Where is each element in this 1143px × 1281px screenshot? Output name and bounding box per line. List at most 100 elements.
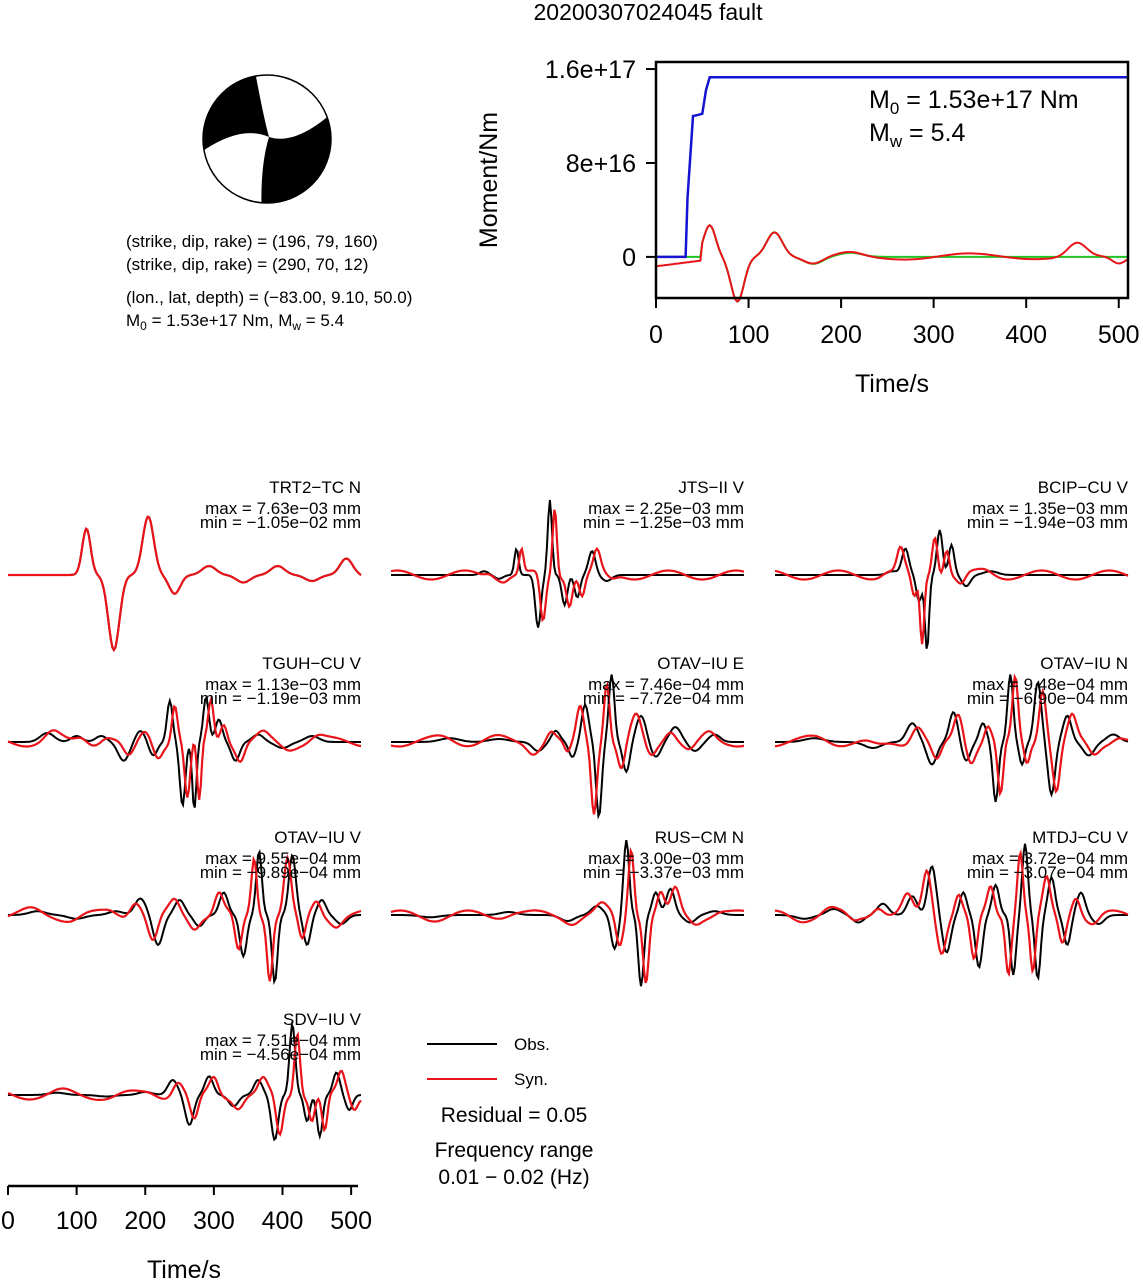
moment-xtick-label: 300 bbox=[913, 321, 955, 349]
station-min-amplitude: min = −1.94e−03 mm bbox=[967, 513, 1128, 532]
synthetic-waveform bbox=[8, 515, 362, 653]
frequency-range-value: 0.01 − 0.02 (Hz) bbox=[438, 1166, 589, 1189]
waveform-xtick-label: 100 bbox=[56, 1207, 98, 1235]
moment-magnitude-line: M0 = 1.53e+17 Nm, Mw = 5.4 bbox=[126, 311, 344, 333]
residual-text: Residual = 0.05 bbox=[441, 1104, 588, 1127]
station-min-amplitude: min = −1.25e−03 mm bbox=[583, 513, 744, 532]
figure-title: 20200307024045 fault bbox=[534, 0, 764, 25]
cumulative-moment-line bbox=[656, 76, 1128, 259]
moment-rate-reference-line bbox=[656, 223, 1128, 303]
synthetic-waveform bbox=[7, 853, 362, 982]
moment-xlabel: Time/s bbox=[855, 370, 929, 398]
synthetic-waveform bbox=[390, 846, 745, 984]
synthetic-waveform bbox=[7, 1031, 362, 1137]
moment-ytick-label: 8e+16 bbox=[566, 150, 636, 178]
moment-xtick-label: 400 bbox=[1005, 321, 1047, 349]
station-max-amplitude: max = 9.48e−04 mm bbox=[972, 675, 1128, 694]
waveform-xlabel: Time/s bbox=[147, 1256, 221, 1281]
moment-ytick-label: 1.6e+17 bbox=[545, 56, 636, 84]
waveform-xtick-label: 0 bbox=[1, 1207, 15, 1235]
station-max-amplitude: max = 2.25e−03 mm bbox=[588, 499, 744, 518]
nodal-plane-1: (strike, dip, rake) = (196, 79, 160) bbox=[126, 232, 378, 251]
beachball-compressional-quadrant-2 bbox=[261, 117, 331, 203]
legend: Obs. Syn. Residual = 0.05 Frequency rang… bbox=[427, 1035, 593, 1189]
observed-waveform bbox=[8, 848, 361, 986]
moment-xtick-label: 200 bbox=[820, 321, 862, 349]
station-min-amplitude: min = −3.07e−04 mm bbox=[967, 863, 1128, 882]
synthetic-waveform bbox=[774, 536, 1129, 645]
moment-rate-line bbox=[655, 223, 1129, 303]
station-max-amplitude: max = 3.00e−03 mm bbox=[588, 849, 744, 868]
synthetic-waveform bbox=[774, 848, 1129, 978]
station-min-amplitude: min = −3.37e−03 mm bbox=[583, 863, 744, 882]
waveform-xtick-label: 400 bbox=[262, 1207, 304, 1235]
station-name: OTAV−IU E bbox=[657, 654, 744, 673]
nodal-plane-2: (strike, dip, rake) = (290, 70, 12) bbox=[126, 255, 368, 274]
station-min-amplitude: min = −6.90e−04 mm bbox=[967, 689, 1128, 708]
station-min-amplitude: min = −7.72e−04 mm bbox=[583, 689, 744, 708]
moment-ytick-label: 0 bbox=[622, 244, 636, 272]
waveform-xtick-label: 200 bbox=[124, 1207, 166, 1235]
station-name: OTAV−IU N bbox=[1040, 654, 1128, 673]
moment-xtick-label: 0 bbox=[649, 321, 663, 349]
synthetic-waveform bbox=[390, 509, 745, 623]
moment-annotation-m0: M0 = 1.53e+17 Nm bbox=[869, 86, 1079, 118]
station-max-amplitude: max = 9.55e−04 mm bbox=[205, 849, 361, 868]
synthetic-waveform bbox=[774, 673, 1129, 797]
legend-syn-label: Syn. bbox=[514, 1070, 548, 1089]
station-name: MTDJ−CU V bbox=[1032, 828, 1129, 847]
focal-info: (strike, dip, rake) = (196, 79, 160) (st… bbox=[126, 232, 412, 333]
station-min-amplitude: min = −4.56e−04 mm bbox=[200, 1045, 361, 1064]
station-name: TGUH−CU V bbox=[262, 654, 361, 673]
moment-ylabel: Moment/Nm bbox=[475, 112, 503, 248]
station-max-amplitude: max = 7.51e−04 mm bbox=[205, 1031, 361, 1050]
moment-xtick-label: 500 bbox=[1098, 321, 1140, 349]
station-min-amplitude: min = −9.89e−04 mm bbox=[200, 863, 361, 882]
observed-waveform bbox=[8, 515, 362, 653]
legend-obs-label: Obs. bbox=[514, 1035, 550, 1054]
synthetic-waveform bbox=[390, 681, 745, 815]
station-name: RUS−CM N bbox=[655, 828, 744, 847]
station-min-amplitude: min = −1.05e−02 mm bbox=[200, 513, 361, 532]
station-name: TRT2−TC N bbox=[269, 478, 361, 497]
moment-plot-frame bbox=[654, 60, 1130, 300]
waveform-time-axis: 0 100 200 300 400 500 bbox=[1, 1184, 372, 1235]
frequency-range-label: Frequency range bbox=[435, 1139, 594, 1162]
waveform-xtick-label: 500 bbox=[330, 1207, 372, 1235]
station-name: BCIP−CU V bbox=[1038, 478, 1129, 497]
station-max-amplitude: max = 1.35e−03 mm bbox=[972, 499, 1128, 518]
station-min-amplitude: min = −1.19e−03 mm bbox=[200, 689, 361, 708]
moment-axes: 0 100 200 300 400 500 0 8e+16 1.6e+17 bbox=[545, 56, 1140, 349]
focal-mechanism-beachball bbox=[202, 74, 332, 204]
station-name: JTS−II V bbox=[678, 478, 744, 497]
moment-xtick-label: 100 bbox=[728, 321, 770, 349]
observed-waveform bbox=[775, 843, 1128, 981]
moment-annotation-mw: Mw = 5.4 bbox=[869, 119, 965, 151]
observed-waveform bbox=[8, 695, 361, 809]
station-name: OTAV−IU V bbox=[274, 828, 361, 847]
synthetic-waveform bbox=[7, 695, 362, 800]
beachball-compressional-quadrant-1 bbox=[203, 75, 269, 151]
station-max-amplitude: max = 1.13e−03 mm bbox=[205, 675, 361, 694]
waveform-xtick-label: 300 bbox=[193, 1207, 235, 1235]
observed-waveform bbox=[775, 529, 1128, 649]
hypocenter-location: (lon., lat, depth) = (−83.00, 9.10, 50.0… bbox=[126, 288, 412, 307]
station-name: SDV−IU V bbox=[283, 1010, 362, 1029]
observed-waveform bbox=[8, 1021, 362, 1142]
station-max-amplitude: max = 7.46e−04 mm bbox=[588, 675, 744, 694]
station-max-amplitude: max = 3.72e−04 mm bbox=[972, 849, 1128, 868]
station-max-amplitude: max = 7.63e−03 mm bbox=[205, 499, 361, 518]
